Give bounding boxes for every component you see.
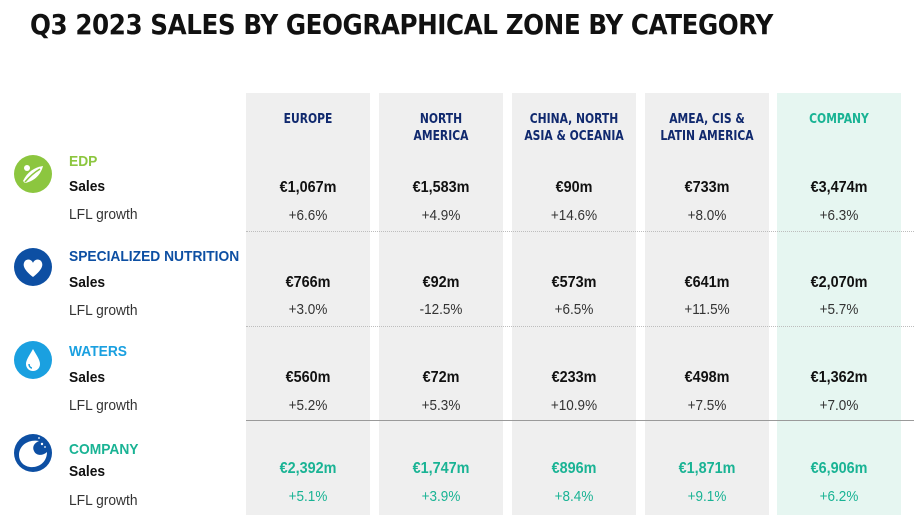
column-bg-amea (645, 93, 769, 515)
company-logo-icon (13, 433, 53, 473)
page-title: Q3 2023 SALES BY GEOGRAPHICAL ZONE BY CA… (30, 8, 773, 41)
sales-value: €641m (684, 274, 730, 291)
column-bg-north-america (379, 93, 503, 515)
sales-value: €72m (422, 369, 460, 386)
sales-label: Sales (69, 178, 106, 195)
lfl-growth-value: +5.3% (421, 397, 461, 414)
edp-leaf-icon (13, 154, 53, 194)
lfl-growth-value: +6.2% (819, 488, 859, 505)
lfl-growth-value: +3.9% (421, 488, 461, 505)
column-bg-china (512, 93, 636, 515)
lfl-growth-value: +6.3% (819, 207, 859, 224)
row-separator (246, 231, 914, 232)
heart-icon (13, 247, 53, 287)
sales-value: €92m (422, 274, 460, 291)
sales-value: €2,070m (810, 274, 868, 291)
lfl-growth-label: LFL growth (69, 397, 138, 414)
lfl-growth-label: LFL growth (69, 492, 138, 509)
sales-value: €1,747m (412, 460, 470, 477)
row-separator (246, 420, 914, 421)
lfl-growth-value: +8.0% (687, 207, 727, 224)
lfl-growth-value: -12.5% (419, 301, 463, 318)
lfl-growth-value: +14.6% (550, 207, 598, 224)
lfl-growth-value: +6.6% (288, 207, 328, 224)
sales-value: €498m (684, 369, 730, 386)
sales-value: €560m (285, 369, 331, 386)
column-bg-europe (246, 93, 370, 515)
lfl-growth-value: +7.5% (687, 397, 727, 414)
category-name-company: COMPANY (69, 441, 139, 458)
lfl-growth-value: +5.7% (819, 301, 859, 318)
column-header-amea: AMEA, CIS & LATIN AMERICA (660, 112, 754, 144)
water-drop-icon (13, 340, 53, 380)
lfl-growth-value: +9.1% (687, 488, 727, 505)
sales-value: €233m (551, 369, 597, 386)
sales-value: €896m (551, 460, 597, 477)
sales-value: €90m (555, 179, 593, 196)
lfl-growth-value: +6.5% (554, 301, 594, 318)
sales-value: €2,392m (279, 460, 337, 477)
lfl-growth-value: +8.4% (554, 488, 594, 505)
lfl-growth-value: +5.1% (288, 488, 328, 505)
column-header-company: COMPANY (809, 112, 869, 127)
lfl-growth-value: +5.2% (288, 397, 328, 414)
category-name-edp: EDP (69, 153, 98, 170)
lfl-growth-value: +10.9% (550, 397, 598, 414)
sales-value: €766m (285, 274, 331, 291)
sales-value: €733m (684, 179, 730, 196)
lfl-growth-value: +11.5% (684, 301, 730, 318)
category-name-specialized-nutrition: SPECIALIZED NUTRITION (69, 248, 240, 265)
lfl-growth-value: +7.0% (819, 397, 859, 414)
sales-label: Sales (69, 463, 106, 480)
sales-value: €1,067m (279, 179, 337, 196)
sales-label: Sales (69, 274, 106, 291)
sales-value: €3,474m (810, 179, 868, 196)
lfl-growth-value: +3.0% (288, 301, 328, 318)
row-separator (246, 326, 914, 327)
lfl-growth-label: LFL growth (69, 302, 138, 319)
sales-value: €1,583m (412, 179, 470, 196)
sales-value: €1,362m (810, 369, 868, 386)
lfl-growth-label: LFL growth (69, 206, 138, 223)
sales-value: €1,871m (678, 460, 736, 477)
sales-label: Sales (69, 369, 106, 386)
column-bg-company (777, 93, 901, 515)
column-header-china: CHINA, NORTH ASIA & OCEANIA (524, 112, 624, 144)
category-name-waters: WATERS (69, 343, 128, 360)
sales-value: €573m (551, 274, 597, 291)
sales-value: €6,906m (810, 460, 868, 477)
column-header-north-america: NORTH AMERICA (413, 112, 469, 144)
column-header-europe: EUROPE (283, 112, 333, 127)
lfl-growth-value: +4.9% (421, 207, 461, 224)
